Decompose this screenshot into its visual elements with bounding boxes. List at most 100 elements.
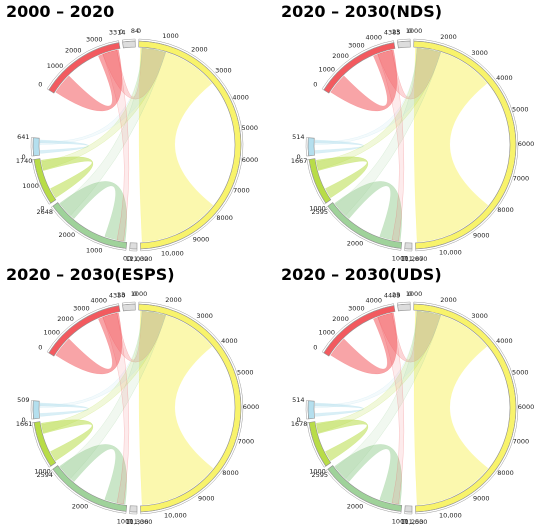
tick-label-red: 3000	[73, 304, 90, 312]
arc-scale-green	[325, 468, 402, 514]
tick-label-white2: 0	[127, 255, 131, 263]
ribbon-red-yellow	[377, 310, 441, 363]
tick-label-lime: 1000	[309, 205, 326, 213]
tick-label-green: 2000	[347, 503, 364, 511]
tick-label-yellow: 2000	[440, 296, 457, 304]
ribbon-lime-yellow	[316, 47, 441, 170]
ribbon-green-green	[334, 181, 402, 242]
tick-label-cyan: 509	[17, 396, 29, 404]
tick-label-lime: 0	[40, 205, 44, 213]
arc-scale-cyan	[305, 137, 309, 157]
ribbon-yellow-yellow	[413, 47, 489, 243]
tick-label-yellow: 10,000	[439, 248, 462, 256]
arc-scale-white1	[121, 301, 136, 306]
tick-label-lime: 1000	[22, 182, 39, 190]
arc-white1	[397, 303, 411, 312]
tick-label-red: 1000	[43, 328, 60, 336]
panel-2020-2030-nds: 2020 – 2030(NDS) 0 1000 2000 3000 4000 4385 23…	[275, 0, 550, 263]
tick-label-yellow: 2000	[440, 33, 457, 41]
tick-label-white2: 11,336	[126, 518, 149, 526]
arc-white1	[122, 40, 136, 49]
ribbon-green-yellow	[60, 47, 166, 216]
tick-label-yellow: 6000	[518, 403, 535, 411]
tick-label-yellow: 11,000	[130, 255, 153, 263]
tick-label-lime: 1740	[16, 157, 33, 165]
tick-label-green: 0	[123, 254, 127, 262]
tick-label-red: 2000	[65, 46, 82, 54]
tick-label-red: 0	[38, 81, 42, 89]
ribbon-lime-lime	[40, 419, 93, 462]
arc-white2	[404, 505, 413, 513]
tick-label-red: 1000	[47, 62, 64, 70]
arc-scale-white1	[396, 301, 411, 306]
tick-label-yellow: 1000	[406, 27, 423, 35]
tick-label-green: 1000	[392, 517, 409, 525]
ribbon-cyan-yellow	[314, 47, 441, 145]
arc-white2	[129, 242, 138, 250]
tick-label-yellow: 5000	[237, 368, 254, 376]
panel-2000-2020: 2000 – 2020 0 1000 2000 3000 3314 0 84 0 1000 200…	[0, 0, 275, 263]
tick-label-yellow: 0	[137, 27, 141, 35]
arc-scale-white2	[129, 511, 138, 515]
ribbon-red-yellow	[102, 310, 166, 363]
tick-label-yellow: 5000	[512, 368, 529, 376]
ribbon-red-green	[102, 49, 130, 242]
arc-scale-cyan	[30, 400, 34, 420]
arc-cyan	[32, 137, 40, 157]
ribbon-red-yellow	[377, 47, 441, 100]
ribbon-green-green	[59, 181, 127, 242]
tick-label-yellow: 4000	[496, 337, 513, 345]
arc-cyan	[307, 400, 315, 420]
ribbon-cyan-cyan	[39, 139, 89, 154]
tick-label-cyan: 0	[22, 153, 26, 161]
tick-label-green: 2000	[72, 503, 89, 511]
tick-label-red: 3000	[86, 35, 103, 43]
arc-scale-yellow	[413, 38, 519, 252]
tick-label-yellow: 8000	[216, 214, 233, 222]
panel-2020-2030-uds: 2020 – 2030(UDS) 0 1000 2000 3000 4000 4409 23…	[275, 263, 550, 526]
arc-white2	[129, 505, 138, 513]
arc-cyan	[32, 400, 40, 420]
ribbon-green-green	[334, 444, 402, 505]
tick-label-cyan: 514	[292, 133, 304, 141]
tick-label-green: 1000	[392, 254, 409, 262]
tick-label-yellow: 3000	[471, 312, 488, 320]
tick-label-red: 4000	[365, 297, 382, 305]
tick-label-red: 3000	[348, 304, 365, 312]
ribbon-cyan-cyan	[314, 402, 364, 417]
tick-label-red: 4000	[365, 34, 382, 42]
tick-label-yellow: 7000	[233, 187, 250, 195]
arc-scale-lime	[306, 422, 327, 468]
tick-label-red: 2000	[332, 315, 349, 323]
tick-label-yellow: 11,000	[130, 518, 153, 526]
arc-scale-red	[46, 40, 120, 91]
ribbon-yellow-yellow	[138, 47, 214, 243]
ribbon-green-green	[59, 444, 127, 505]
ribbon-lime-lime	[40, 156, 93, 199]
ribbon-lime-yellow	[316, 310, 441, 433]
tick-label-lime: 1678	[291, 420, 308, 428]
tick-label-green: 2000	[347, 240, 364, 248]
ribbon-red-green	[377, 49, 405, 242]
ribbon-green-yellow	[335, 47, 441, 216]
tick-label-cyan: 0	[297, 416, 301, 424]
tick-label-white2: 12,032	[126, 255, 149, 263]
ribbon-red-red	[55, 49, 123, 112]
tick-label-green: 2648	[36, 208, 53, 216]
tick-label-cyan: 641	[17, 133, 29, 141]
ribbon-red-green	[377, 312, 405, 505]
arc-scale-green	[325, 205, 402, 251]
ribbon-yellow-yellow	[413, 310, 489, 506]
tick-label-yellow: 3000	[471, 49, 488, 57]
ribbon-cyan-yellow	[39, 47, 166, 145]
tick-label-cyan: 0	[22, 416, 26, 424]
tick-label-yellow: 7000	[238, 438, 255, 446]
tick-label-white2: 11,253	[401, 518, 424, 526]
arc-scale-white2	[404, 248, 413, 252]
tick-label-white1: 23	[392, 28, 400, 36]
tick-label-cyan: 514	[292, 396, 304, 404]
arc-scale-lime	[31, 422, 52, 468]
tick-label-red: 2000	[57, 315, 74, 323]
tick-label-green: 2595	[311, 208, 328, 216]
ribbon-cyan-cyan	[314, 139, 364, 154]
